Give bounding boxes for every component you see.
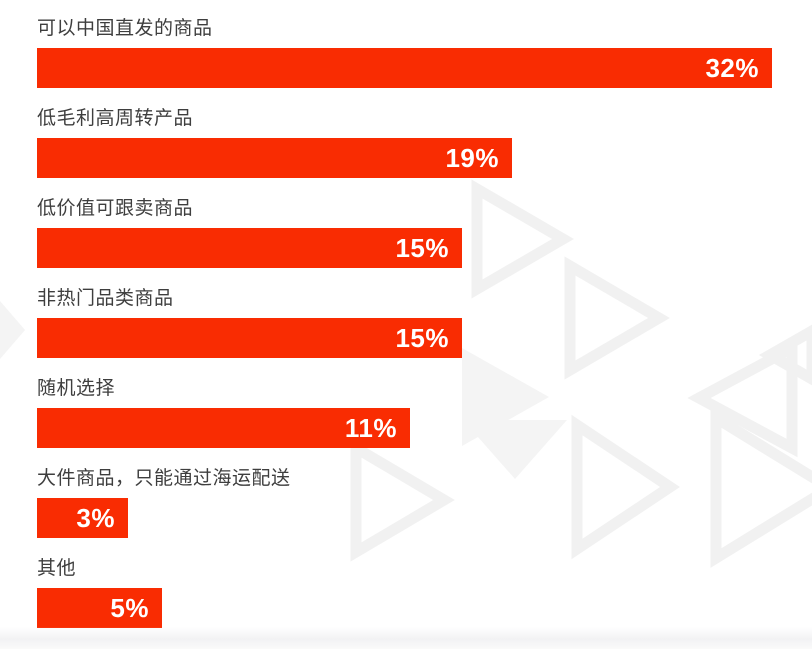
bar-row: 可以中国直发的商品 32% xyxy=(37,16,777,106)
category-label: 大件商品，只能通过海运配送 xyxy=(37,467,291,489)
bar-rows-container: 可以中国直发的商品 32% 低毛利高周转产品 19% 低价值可跟卖商品 15% 非热门品类商… xyxy=(37,16,777,646)
bar-row: 非热门品类商品 15% xyxy=(37,286,777,376)
bar-row: 大件商品，只能通过海运配送 3% xyxy=(37,466,777,556)
value-label: 15% xyxy=(395,232,449,263)
category-label: 低价值可跟卖商品 xyxy=(37,197,194,219)
bar-row: 随机选择 11% xyxy=(37,376,777,466)
bar: 11% xyxy=(37,408,410,448)
value-label: 5% xyxy=(110,592,149,623)
bar-row: 低毛利高周转产品 19% xyxy=(37,106,777,196)
value-label: 11% xyxy=(344,412,397,443)
category-label: 随机选择 xyxy=(37,377,116,399)
bar-row: 其他 5% xyxy=(37,556,777,646)
bar-row: 低价值可跟卖商品 15% xyxy=(37,196,777,286)
bar: 3% xyxy=(37,498,128,538)
bar: 32% xyxy=(37,48,772,88)
category-label: 可以中国直发的商品 xyxy=(37,17,213,39)
value-label: 15% xyxy=(395,322,449,353)
bar-chart: 可以中国直发的商品 32% 低毛利高周转产品 19% 低价值可跟卖商品 15% 非热门品类商… xyxy=(37,16,777,646)
bar: 15% xyxy=(37,228,462,268)
value-label: 32% xyxy=(705,52,759,83)
bar: 19% xyxy=(37,138,512,178)
bottom-gradient-band xyxy=(0,627,812,649)
bar: 5% xyxy=(37,588,162,628)
bar: 15% xyxy=(37,318,462,358)
value-label: 3% xyxy=(76,502,115,533)
value-label: 19% xyxy=(445,142,499,173)
category-label: 非热门品类商品 xyxy=(37,287,174,309)
category-label: 低毛利高周转产品 xyxy=(37,107,194,129)
category-label: 其他 xyxy=(37,557,77,579)
